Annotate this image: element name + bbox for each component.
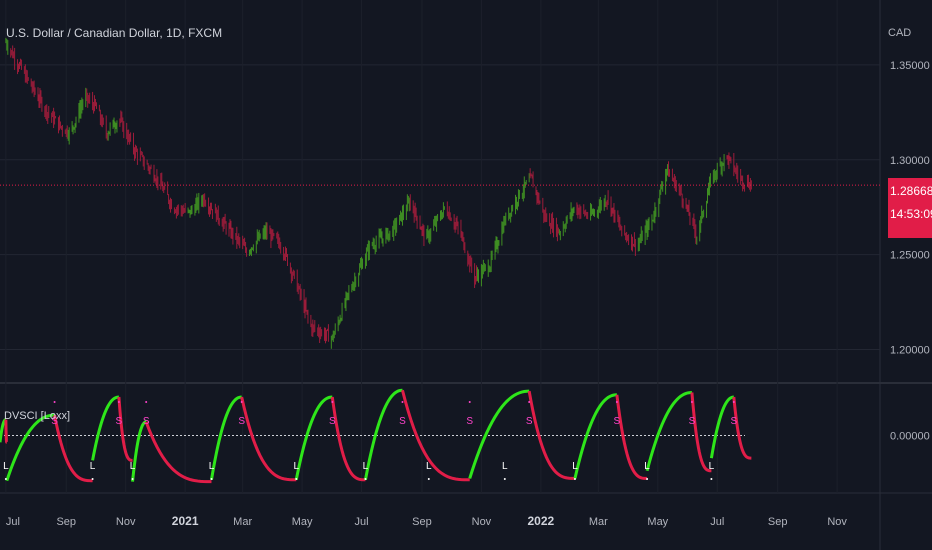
- signal-markers: L S L S L S L S L S L S L S L S L S L S L S: [3, 401, 737, 480]
- long-signal: L: [363, 461, 369, 472]
- short-signal: S: [614, 416, 621, 427]
- long-signal-dot: [646, 478, 649, 480]
- short-signal-dot: [615, 401, 618, 403]
- time-tick-label: Mar: [589, 516, 608, 528]
- countdown-label: 14:53:09: [888, 204, 932, 238]
- long-signal: L: [209, 461, 215, 472]
- long-signal-dot: [710, 478, 713, 480]
- short-signal-dot: [145, 401, 148, 403]
- long-signal: L: [644, 461, 650, 472]
- time-tick-label: Sep: [412, 516, 432, 528]
- long-signal: L: [709, 461, 715, 472]
- oscillator-rise: [131, 420, 147, 482]
- short-signal: S: [51, 416, 58, 427]
- time-tick-label: Sep: [56, 516, 76, 528]
- price-tick-label: 1.25000: [890, 250, 930, 262]
- short-signal: S: [399, 416, 406, 427]
- time-tick-label: Mar: [233, 516, 252, 528]
- oscillator-fall: [240, 396, 297, 482]
- oscillator-fall: [144, 421, 212, 484]
- long-signal: L: [502, 461, 508, 472]
- long-signal-dot: [131, 478, 134, 480]
- price-tick-label: 1.30000: [890, 155, 930, 167]
- short-signal-dot: [331, 401, 334, 403]
- time-tick-label: 2021: [172, 514, 199, 528]
- time-tick-label: Nov: [827, 516, 847, 528]
- current-price-label: 1.28668: [888, 178, 932, 204]
- short-signal: S: [730, 416, 737, 427]
- oscillator-rise: [5, 413, 55, 482]
- long-signal-dot: [210, 478, 213, 480]
- short-signal-dot: [53, 401, 56, 403]
- price-axis[interactable]: CAD 1.35000 1.30000 1.25000 1.20000 0.00000: [888, 27, 930, 442]
- oscillator-rise: [91, 395, 119, 461]
- long-signal: L: [293, 461, 299, 472]
- time-tick-label: Jul: [710, 516, 724, 528]
- time-tick-label: Jul: [6, 516, 20, 528]
- short-signal: S: [238, 416, 245, 427]
- short-signal-dot: [401, 401, 404, 403]
- short-signal-dot: [732, 401, 735, 403]
- oscillator-rise: [709, 395, 734, 459]
- oscillator-rise: [294, 395, 333, 481]
- long-signal-dot: [91, 478, 94, 480]
- short-signal: S: [466, 416, 473, 427]
- oscillator-fall: [53, 414, 93, 483]
- long-signal: L: [426, 461, 432, 472]
- long-signal: L: [90, 461, 96, 472]
- long-signal-dot: [573, 478, 576, 480]
- oscillator-fall: [690, 392, 712, 473]
- oscillator-fall: [117, 396, 133, 462]
- oscillator-fall: [330, 396, 366, 482]
- oscillator-rise: [363, 388, 403, 481]
- oscillator-fall: [527, 390, 575, 480]
- oscillator-fall: [4, 419, 9, 444]
- time-tick-label: Jul: [355, 516, 369, 528]
- oscillator-fall: [615, 394, 648, 480]
- long-signal-dot: [503, 478, 506, 480]
- time-tick-label: 2022: [528, 514, 555, 528]
- short-signal-dot: [117, 401, 120, 403]
- time-tick-label: May: [292, 516, 313, 528]
- short-signal-dot: [468, 401, 471, 403]
- currency-label: CAD: [888, 27, 911, 39]
- time-tick-label: Nov: [472, 516, 492, 528]
- price-candles: [5, 37, 752, 349]
- long-signal: L: [572, 461, 578, 472]
- short-signal: S: [116, 416, 123, 427]
- oscillator-rise: [468, 389, 530, 479]
- long-signal-dot: [427, 478, 430, 480]
- oscillator-rise: [645, 391, 692, 472]
- long-signal-dot: [4, 478, 7, 480]
- oscillator-tick-label: 0.00000: [890, 430, 930, 442]
- long-signal: L: [130, 461, 136, 472]
- long-signal-dot: [364, 478, 367, 480]
- oscillator-fall: [401, 389, 470, 482]
- short-signal: S: [526, 416, 533, 427]
- short-signal-dot: [528, 401, 531, 403]
- symbol-title[interactable]: U.S. Dollar / Canadian Dollar, 1D, FXCM: [6, 26, 223, 40]
- oscillator-series: [0, 388, 752, 484]
- long-signal-dot: [295, 478, 298, 480]
- short-signal-dot: [690, 401, 693, 403]
- time-tick-label: Nov: [116, 516, 136, 528]
- oscillator-rise: [209, 395, 242, 481]
- long-signal: L: [3, 461, 9, 472]
- short-signal: S: [689, 416, 696, 427]
- short-signal: S: [143, 416, 150, 427]
- indicator-title[interactable]: DVSCI [Loxx]: [4, 410, 71, 422]
- oscillator-fall: [732, 396, 752, 460]
- price-tick-label: 1.35000: [890, 60, 930, 72]
- short-signal-dot: [240, 401, 243, 403]
- short-signal: S: [329, 416, 336, 427]
- oscillator-rise: [573, 393, 617, 479]
- price-tick-label: 1.20000: [890, 345, 930, 357]
- time-tick-label: Sep: [768, 516, 788, 528]
- time-axis[interactable]: Jul Sep Nov 2021 Mar May Jul Sep Nov 2022 Mar May Ju…: [6, 514, 848, 528]
- time-tick-label: May: [647, 516, 668, 528]
